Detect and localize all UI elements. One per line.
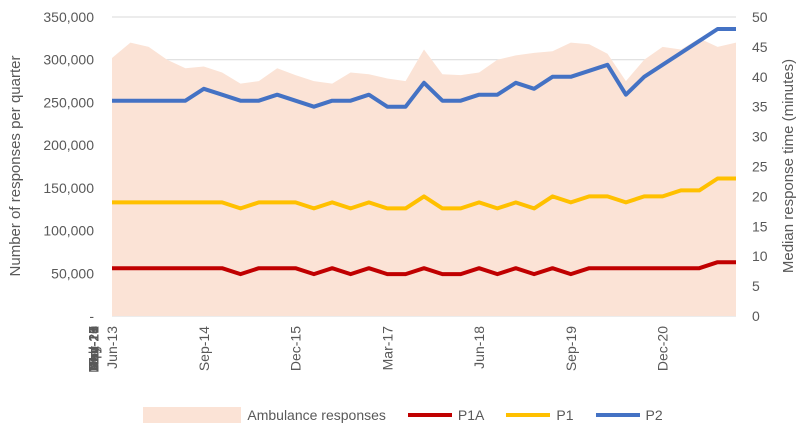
line-series [112,27,736,277]
right-y-tick-label: 25 [752,159,768,175]
x-tick-label: Nov-13 [86,326,102,371]
x-tick-label: Mar-17 [379,326,395,371]
legend-label: P2 [645,407,663,423]
right-y-tick-label: 15 [752,218,768,234]
x-tick-label: Feb-15 [86,326,102,371]
x-tick-label: Jun-18 [471,326,487,369]
x-tick-label: Apr-19 [86,326,102,368]
left-y-tick-label: 250,000 [43,94,94,110]
legend-line-swatch [407,413,452,417]
legend-item-p2: P2 [595,407,663,423]
legend-label: P1 [556,407,574,423]
line-p1 [112,176,736,211]
x-tick-label: Apr-14 [86,326,102,368]
area-ambulance-responses [112,38,736,317]
right-y-tick-label: 30 [752,129,768,145]
right-y-tick-label: 0 [752,308,760,324]
x-tick-label: May-16 [86,326,102,373]
right-y-tick-label: 20 [752,188,768,204]
x-tick-label: Oct-21 [86,326,102,368]
legend-line-swatch [506,413,551,417]
area-series [112,38,736,317]
left-y-tick-label: 350,000 [43,9,94,25]
x-tick-label: Jun-13 [104,326,120,369]
legend-label: P1A [457,407,485,423]
legend: Ambulance responses P1A P1 P2 [0,402,806,428]
right-y-tick-label: 45 [752,39,768,55]
x-tick-label: Feb-20 [86,326,102,371]
legend-area-swatch [143,407,242,423]
x-tick-label: Oct-16 [86,326,102,368]
x-tick-label: Dec-15 [288,326,304,371]
x-tick-label: Aug-17 [86,326,102,371]
right-y-axis-ticks: 0 5 10 15 20 25 30 35 40 45 50 [752,9,768,324]
legend-item-p1: P1 [506,407,574,423]
x-tick-label: Jan-18 [86,326,102,369]
right-y-tick-label: 40 [752,69,768,85]
right-y-tick-label: 50 [752,9,768,25]
right-y-tick-label: 10 [752,248,768,264]
right-axis-title: Median response time (minutes) [780,59,797,273]
left-y-tick-label: 50,000 [51,265,94,281]
left-y-axis-ticks: - 50,000 100,000 150,000 200,000 250,000 300,0… [43,9,94,324]
legend-label: Ambulance responses [247,407,386,423]
legend-line-swatch [595,413,640,417]
chart: - 50,000 100,000 150,000 200,000 250,000 300,0… [7,9,797,373]
legend-item-p1a: P1A [407,407,485,423]
line-p1a [112,260,736,277]
left-y-tick-label: 100,000 [43,223,94,239]
x-tick-label: Jul-20 [86,326,102,364]
x-tick-label: Sep-14 [196,326,212,371]
x-tick-label: Nov-18 [86,326,102,371]
x-tick-label: Dec-20 [655,326,671,371]
left-y-tick-label: 150,000 [43,180,94,196]
right-y-tick-label: 35 [752,99,768,115]
left-axis-title: Number of responses per quarter [7,56,24,277]
x-tick-label: May-21 [86,326,102,373]
left-y-tick-label: 300,000 [43,52,94,68]
line-p2 [112,27,736,109]
left-y-tick-label: 200,000 [43,137,94,153]
left-y-tick-label: - [89,308,94,324]
legend-item-ambulance-responses: Ambulance responses [143,407,386,423]
right-y-tick-label: 5 [752,278,760,294]
x-tick-label: Sep-19 [563,326,579,371]
x-tick-label: Jul-15 [86,326,102,364]
